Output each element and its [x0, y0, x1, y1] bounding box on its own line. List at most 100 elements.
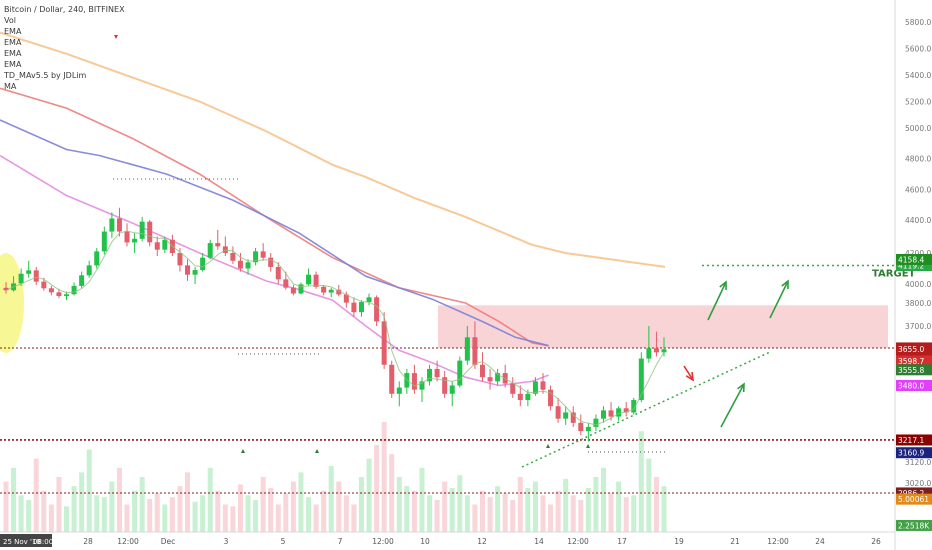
x-tick-label: 28	[83, 537, 93, 546]
price-axis-background	[895, 0, 932, 550]
volume-bar	[472, 504, 478, 532]
x-tick-label: 19	[674, 537, 684, 546]
volume-bar	[48, 504, 54, 532]
candle-body	[3, 287, 9, 291]
candle-body	[570, 412, 576, 423]
volume-bar	[404, 486, 410, 532]
x-tick-label: 12:00	[372, 537, 394, 546]
candle-body	[548, 389, 554, 407]
volume-bar	[207, 467, 213, 532]
volume-bar	[351, 504, 357, 532]
price-tag-label: 4158.4	[898, 255, 924, 264]
volume-bar	[177, 486, 183, 532]
candle-body	[358, 302, 364, 313]
volume-bar	[411, 490, 417, 532]
volume-bar	[449, 488, 455, 532]
candle-body	[33, 270, 39, 282]
candle-body	[64, 294, 70, 296]
candle-body	[237, 260, 243, 269]
price-tag-label: 3480.0	[898, 382, 924, 391]
volume-bar	[381, 422, 387, 532]
volume-bar	[616, 481, 622, 532]
candle-body	[132, 238, 138, 243]
x-tick-label: 12:00	[117, 537, 139, 546]
candle-body	[268, 257, 274, 267]
candle-body	[94, 251, 100, 266]
volume-bar	[464, 495, 470, 532]
candle-body	[306, 274, 312, 285]
candle-body	[593, 418, 599, 427]
volume-bar	[154, 493, 160, 532]
volume-bar	[434, 499, 440, 532]
chart-legend: Bitcoin / Dollar, 240, BITFINEX Vol EMA …	[4, 4, 125, 92]
candle-body	[313, 274, 319, 287]
volume-bar	[79, 472, 85, 532]
volume-bar	[623, 497, 629, 532]
candle-body	[495, 373, 501, 382]
candle-body	[532, 381, 538, 394]
price-tag-label: 2.2518K	[898, 521, 930, 530]
price-tag	[896, 487, 932, 499]
candle-body	[427, 368, 433, 382]
candle-body	[631, 400, 637, 413]
volume-bar	[328, 466, 334, 532]
candle-body	[351, 302, 357, 313]
volume-bar	[638, 431, 644, 532]
volume-bar	[517, 477, 523, 532]
volume-bar	[510, 499, 516, 532]
price-tag	[896, 343, 932, 355]
candle-body	[328, 289, 334, 293]
candle-body	[396, 387, 402, 394]
candle-body	[162, 239, 168, 250]
indicator-label: TD_MAv5.5 by JDLim	[4, 71, 87, 80]
x-tick-label: 7	[338, 537, 343, 546]
x-tick-label: 12:00	[567, 537, 589, 546]
volume-bar	[116, 467, 122, 532]
volume-bar	[124, 504, 130, 532]
x-tick-label: 12	[477, 537, 487, 546]
candle-body	[116, 218, 122, 232]
candle-body	[147, 221, 153, 243]
y-tick-label: 4000.0	[905, 280, 931, 289]
signal-marker	[114, 35, 118, 39]
volume-bar	[245, 495, 251, 532]
x-tick-label: 10	[420, 537, 430, 546]
x-start-label: 25 Nov '18	[3, 538, 41, 546]
signal-marker	[546, 444, 550, 448]
candle-body	[411, 373, 417, 390]
y-tick-label: 3700.0	[905, 322, 931, 331]
volume-bar	[336, 481, 342, 532]
volume-bar	[442, 481, 448, 532]
volume-bar	[563, 478, 569, 532]
support-trend-line	[521, 351, 771, 468]
candle-body	[464, 337, 470, 361]
volume-bar	[290, 481, 296, 532]
volume-bar	[313, 504, 319, 532]
volume-bar	[253, 499, 259, 532]
volume-bar	[26, 499, 32, 532]
volume-bar	[532, 481, 538, 532]
volume-bar	[495, 486, 501, 532]
y-tick-label: 3120.0	[905, 458, 931, 467]
candle-body	[616, 408, 622, 417]
candle-body	[343, 294, 349, 303]
candle-body	[101, 231, 107, 252]
volume-bar	[427, 495, 433, 532]
volume-bar	[366, 458, 372, 532]
up-arrow	[719, 280, 727, 291]
candle-body	[245, 262, 251, 269]
price-tag	[896, 493, 932, 505]
x-tick-label: 3	[224, 537, 229, 546]
price-tag	[896, 260, 932, 272]
indicator-label: EMA	[4, 60, 22, 69]
volume-bar	[306, 497, 312, 532]
candle-body	[298, 284, 304, 294]
up-arrow	[707, 281, 727, 321]
signal-marker	[315, 449, 319, 453]
signal-marker	[586, 444, 590, 448]
volume-bar	[646, 458, 652, 532]
candle-body	[109, 218, 115, 232]
candle-body	[419, 381, 425, 390]
volume-bar	[185, 472, 191, 532]
